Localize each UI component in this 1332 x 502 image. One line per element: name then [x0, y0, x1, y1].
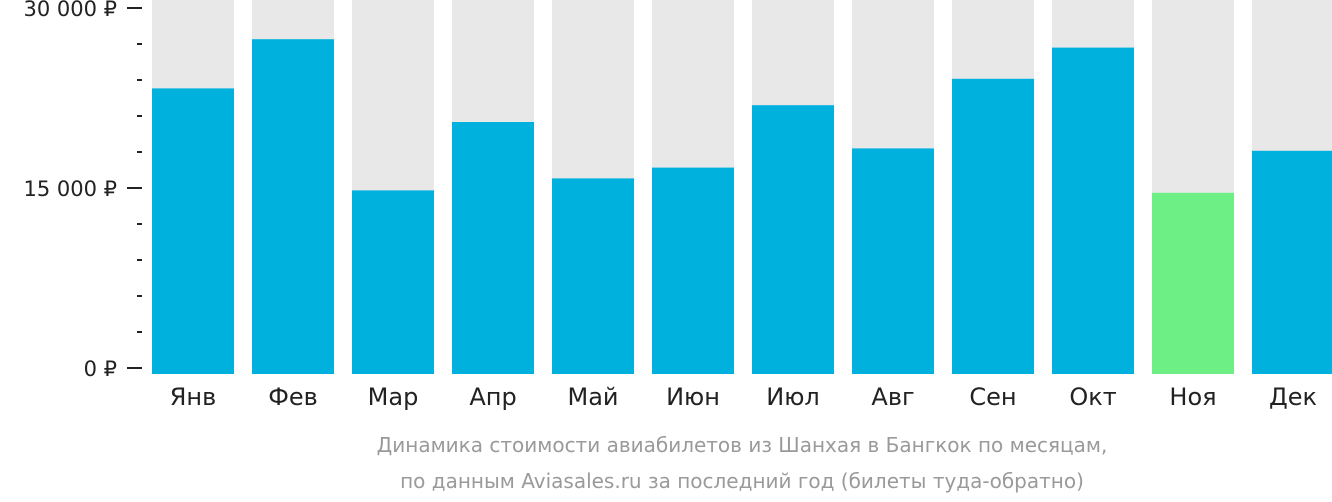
- chart-caption-line-2: по данным Aviasales.ru за последний год …: [400, 469, 1084, 493]
- x-tick-label: Сен: [969, 383, 1016, 411]
- x-tick-label: Окт: [1069, 383, 1116, 411]
- bar-Дек: [1252, 150, 1332, 374]
- x-tick-label: Ноя: [1169, 383, 1216, 411]
- y-axis: 0 ₽ 15 000 ₽ 30 000 ₽: [23, 0, 142, 381]
- bar-Июл: [752, 105, 834, 374]
- x-tick-label: Июл: [766, 383, 820, 411]
- bar-Авг: [852, 148, 934, 374]
- y-tick-label: 0 ₽: [84, 357, 117, 381]
- bar-Фев: [252, 39, 334, 374]
- x-axis-labels: Янв Фев Мар Апр Май Июн Июл Авг Сен Окт Ноя Дек: [170, 383, 1317, 411]
- bar-Окт: [1052, 47, 1134, 374]
- bars: [152, 39, 1332, 375]
- y-tick-label: 30 000 ₽: [23, 0, 117, 21]
- x-tick-label: Май: [567, 383, 618, 411]
- x-tick-label: Апр: [469, 383, 516, 411]
- x-tick-label: Янв: [170, 383, 217, 411]
- bar-Ноя: [1152, 192, 1234, 374]
- y-tick-label: 15 000 ₽: [23, 177, 117, 201]
- bar-Май: [552, 178, 634, 374]
- bar-Июн: [652, 167, 734, 374]
- x-tick-label: Дек: [1269, 383, 1317, 411]
- bar-Апр: [452, 122, 534, 374]
- x-tick-label: Мар: [368, 383, 419, 411]
- bar-Янв: [152, 88, 234, 375]
- x-tick-label: Июн: [666, 383, 720, 411]
- bar-Мар: [352, 190, 434, 374]
- x-tick-label: Фев: [268, 383, 318, 411]
- chart-caption-line-1: Динамика стоимости авиабилетов из Шанхая…: [377, 433, 1108, 457]
- bar-Сен: [952, 78, 1034, 375]
- x-tick-label: Авг: [871, 383, 914, 411]
